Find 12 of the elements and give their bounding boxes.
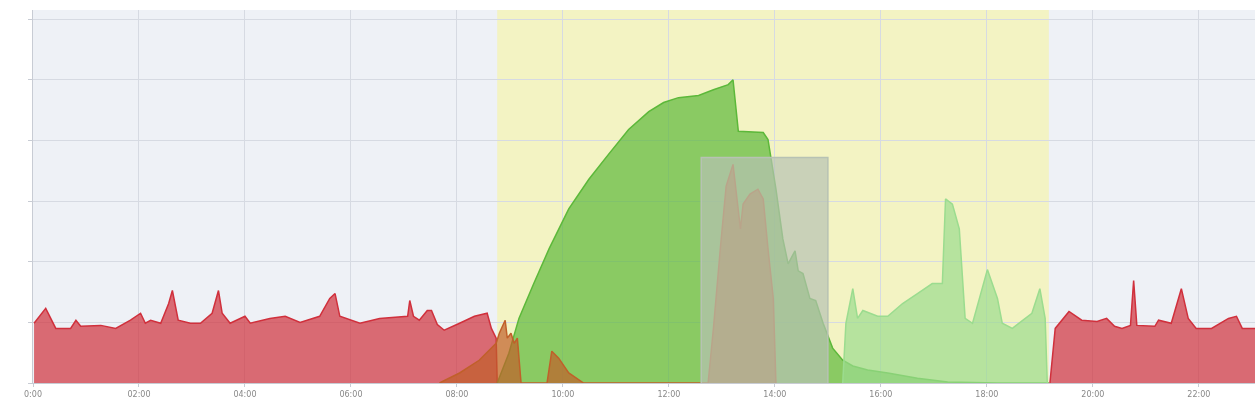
x-tick-label: 16:00: [869, 389, 893, 399]
x-tick-label: 22:00: [1187, 389, 1211, 399]
x-tick-label: 0:00: [24, 389, 42, 399]
x-tick-label: 12:00: [657, 389, 681, 399]
x-tick-label: 06:00: [339, 389, 363, 399]
x-tick-label: 08:00: [445, 389, 469, 399]
x-tick-label: 18:00: [975, 389, 999, 399]
x-tick-label: 02:00: [127, 389, 151, 399]
x-tick-label: 04:00: [233, 389, 257, 399]
x-tick-label: 10:00: [551, 389, 575, 399]
x-tick-label: 14:00: [763, 389, 787, 399]
x-tick-label: 20:00: [1081, 389, 1105, 399]
